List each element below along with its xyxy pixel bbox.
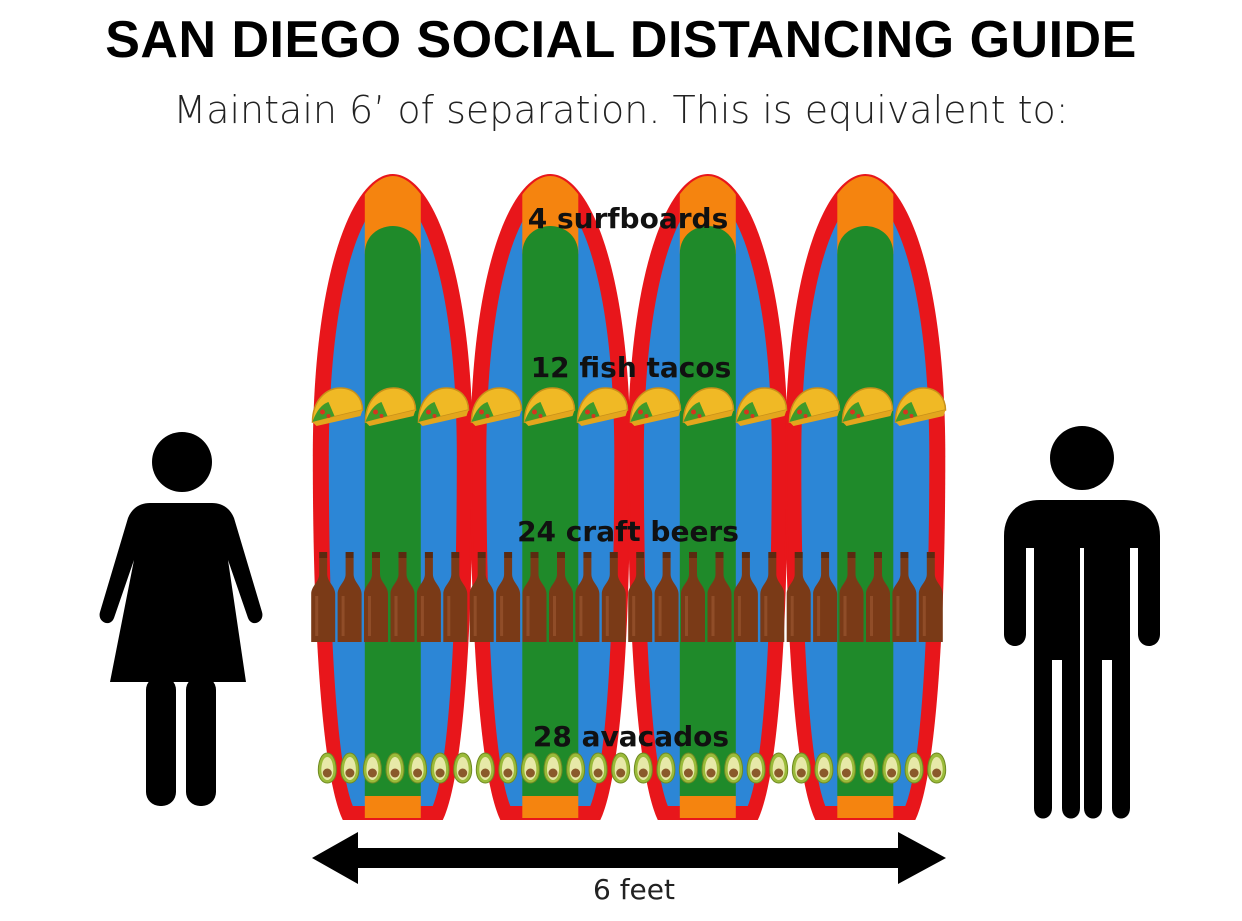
avocado-icon (520, 752, 540, 784)
avocado-icon (588, 752, 608, 784)
avocado-icon (791, 752, 811, 784)
avocado-icon (724, 752, 744, 784)
page-subtitle: Maintain 6’ of separation. This is equiv… (173, 88, 1069, 132)
avocado-icon (498, 752, 518, 784)
avocado-icon (746, 752, 766, 784)
avocado-icon (904, 752, 924, 784)
avocado-icon (836, 752, 856, 784)
surfboard-icon (313, 174, 473, 820)
surfboard-icon (785, 174, 945, 820)
avocado-icon (678, 752, 698, 784)
avocado-icon (385, 752, 405, 784)
surfboards-label: 4 surfboards (528, 202, 729, 235)
avocado-icon (340, 752, 360, 784)
avocados-label: 28 avacados (533, 720, 729, 753)
page-title: SAN DIEGO SOCIAL DISTANCING GUIDE (105, 11, 1137, 69)
avocado-icon (362, 752, 382, 784)
woman-icon (99, 432, 263, 806)
avocado-icon (430, 752, 450, 784)
avocado-icon (814, 752, 834, 784)
avocado-icon (701, 752, 721, 784)
avocado-icon (317, 752, 337, 784)
double-arrow-icon (312, 832, 946, 884)
avocado-icon (769, 752, 789, 784)
avocado-icon (656, 752, 676, 784)
tacos-label: 12 fish tacos (531, 351, 732, 384)
avocado-icon (453, 752, 473, 784)
avocado-icon (475, 752, 495, 784)
avocado-icon (882, 752, 902, 784)
avocado-icon (927, 752, 947, 784)
avocado-icon (633, 752, 653, 784)
distance-label: 6 feet (593, 873, 675, 906)
avocado-icon (859, 752, 879, 784)
avocado-icon (408, 752, 428, 784)
man-icon (1004, 426, 1160, 819)
avocado-icon (566, 752, 586, 784)
avocado-icon (543, 752, 563, 784)
avocado-group (317, 752, 947, 784)
avocado-icon (611, 752, 631, 784)
beers-label: 24 craft beers (517, 515, 739, 548)
